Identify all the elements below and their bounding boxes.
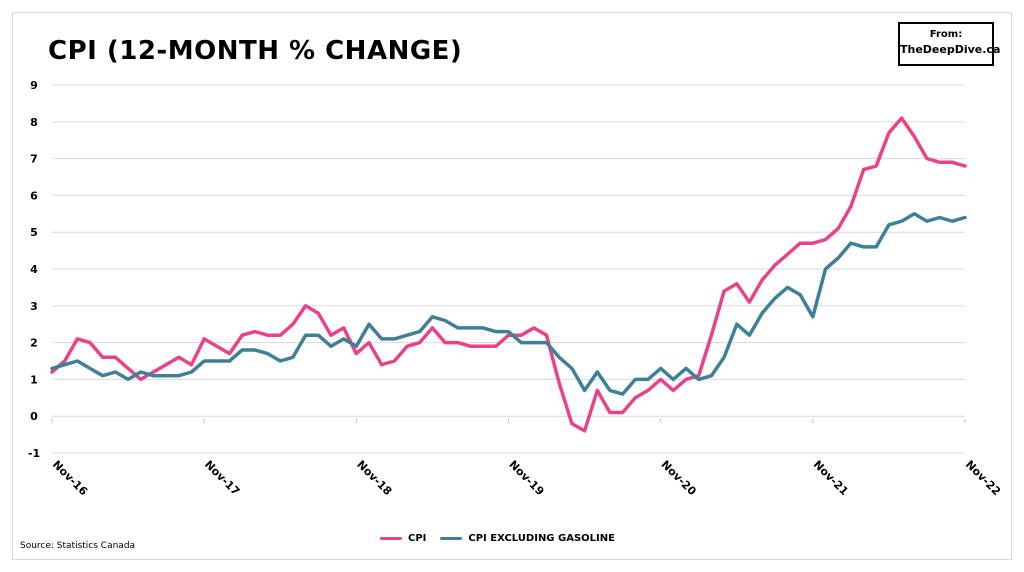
legend-label-cpi: CPI [408, 532, 427, 544]
y-tick-label: 1 [30, 373, 38, 386]
y-tick-label: 2 [30, 337, 38, 350]
x-tick-label: Nov-16 [50, 458, 90, 498]
legend-swatch-cpi [380, 536, 402, 540]
legend: CPI CPI excluding gasoline [380, 530, 615, 546]
y-tick-label: 7 [30, 153, 38, 166]
source-badge: From: TheDeepDive.ca [898, 22, 1001, 66]
y-tick-label: 8 [30, 116, 38, 129]
y-tick-label: 4 [30, 263, 38, 276]
legend-label-core: CPI excluding gasoline [468, 532, 615, 544]
source-note: Source: Statistics Canada [20, 541, 136, 551]
y-tick-label: -1 [28, 447, 40, 460]
x-tick-label: Nov-19 [506, 458, 546, 498]
legend-item-core: CPI excluding gasoline [440, 533, 615, 544]
badge-site-label: TheDeepDive.ca [900, 43, 1001, 56]
x-tick-label: Nov-17 [202, 458, 242, 498]
y-tick-label: 3 [30, 300, 38, 313]
chart-frame [12, 12, 1012, 560]
x-tick-label: Nov-20 [659, 458, 699, 498]
legend-swatch-core [440, 536, 463, 540]
y-tick-label: 5 [30, 226, 38, 239]
x-tick-label: Nov-22 [963, 458, 1003, 498]
y-tick-label: 0 [30, 410, 38, 423]
x-tick-label: Nov-21 [811, 458, 851, 498]
x-tick-label: Nov-18 [354, 458, 394, 498]
series-line-cpi [50, 116, 967, 433]
badge-from-label: From: [929, 29, 963, 40]
y-tick-label: 9 [30, 79, 38, 92]
chart-title: CPI (12-Month % Change) [48, 36, 463, 66]
series-line-cpi-ex-gasoline [50, 212, 967, 396]
y-tick-label: 6 [30, 189, 38, 202]
legend-item-cpi: CPI [380, 533, 426, 544]
